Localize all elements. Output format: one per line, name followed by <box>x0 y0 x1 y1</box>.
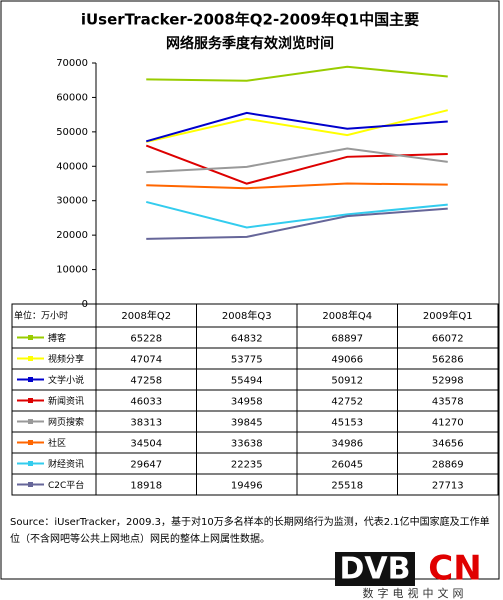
table-value: 29647 <box>130 460 162 471</box>
table-value: 19496 <box>231 481 263 492</box>
frame <box>0 0 500 580</box>
table-value: 50912 <box>331 376 363 387</box>
table-value: 45153 <box>331 418 363 429</box>
table-value: 43578 <box>432 397 464 408</box>
y-tick-label: 10000 <box>56 265 88 276</box>
unit-label: 单位：万小时 <box>14 310 68 322</box>
table-value: 38313 <box>130 418 162 429</box>
series-line <box>146 147 448 174</box>
x-tick-label: 2008年Q2 <box>121 309 171 322</box>
table-value: 42752 <box>331 397 363 408</box>
logo-box <box>335 552 415 586</box>
series-line <box>146 200 448 229</box>
table-value: 65228 <box>130 334 162 345</box>
table-value: 49066 <box>331 355 363 366</box>
logo-right: CN <box>428 549 481 589</box>
chart-title: iUserTracker-2008年Q2-2009年Q1中国主要 <box>81 11 419 29</box>
table-value: 25518 <box>331 481 363 492</box>
y-tick-label: 50000 <box>56 127 88 138</box>
x-tick-label: 2009年Q1 <box>423 309 473 322</box>
legend-label: 网页搜索 <box>48 416 84 428</box>
table-value: 39845 <box>231 418 263 429</box>
y-tick-label: 30000 <box>56 196 88 207</box>
legend-marker <box>28 440 33 445</box>
legend-marker <box>28 419 33 424</box>
series-line <box>145 144 448 185</box>
y-tick-label: 70000 <box>56 58 88 69</box>
legend-label: 文学小说 <box>48 374 84 386</box>
x-tick-label: 2008年Q4 <box>322 309 372 322</box>
table-value: 34656 <box>432 439 464 450</box>
table-value: 55494 <box>231 376 263 387</box>
table-value: 27713 <box>432 481 464 492</box>
table-value: 34958 <box>231 397 263 408</box>
table-value: 26045 <box>331 460 363 471</box>
table-value: 18918 <box>130 481 162 492</box>
table-value: 68897 <box>331 334 363 345</box>
chart-title: 网络服务季度有效浏览时间 <box>166 35 334 52</box>
x-tick-label: 2008年Q3 <box>222 309 272 322</box>
series-line <box>146 65 448 82</box>
table-value: 34986 <box>331 439 363 450</box>
series-line <box>146 207 448 240</box>
table-value: 46033 <box>130 397 162 408</box>
table-value: 33638 <box>231 439 263 450</box>
legend-marker <box>28 398 33 403</box>
logo-caption: 数字电视中文网 <box>363 586 468 600</box>
table-value: 64832 <box>231 334 263 345</box>
y-tick-label: 20000 <box>56 230 88 241</box>
series-line <box>145 111 448 143</box>
legend-label: 视频分享 <box>48 353 84 365</box>
table-value: 28869 <box>432 460 464 471</box>
legend-label: 搏客 <box>48 332 66 344</box>
series-line <box>146 109 448 143</box>
legend-marker <box>28 461 33 466</box>
table-value: 52998 <box>432 376 464 387</box>
table-value: 47258 <box>130 376 162 387</box>
legend-marker <box>28 335 33 340</box>
legend-label: 财经资讯 <box>48 458 84 470</box>
series-line <box>146 182 448 190</box>
legend-marker <box>28 356 33 361</box>
legend-marker <box>28 482 33 487</box>
table-value: 47074 <box>130 355 162 366</box>
table-value: 66072 <box>432 334 464 345</box>
table-value: 34504 <box>130 439 162 450</box>
y-tick-label: 60000 <box>56 92 88 103</box>
logo-left: DVB <box>340 552 411 587</box>
legend-label: 社区 <box>48 437 66 449</box>
table-value: 41270 <box>432 418 464 429</box>
y-tick-label: 40000 <box>56 161 88 172</box>
table-value: 56286 <box>432 355 464 366</box>
table-value: 53775 <box>231 355 263 366</box>
legend-marker <box>28 377 33 382</box>
source-note: Source：iUserTracker，2009.3，基于对10万多名样本的长期… <box>10 517 490 545</box>
legend-label: C2C平台 <box>48 479 84 491</box>
table-value: 22235 <box>231 460 263 471</box>
legend-label: 新闻资讯 <box>48 395 84 407</box>
